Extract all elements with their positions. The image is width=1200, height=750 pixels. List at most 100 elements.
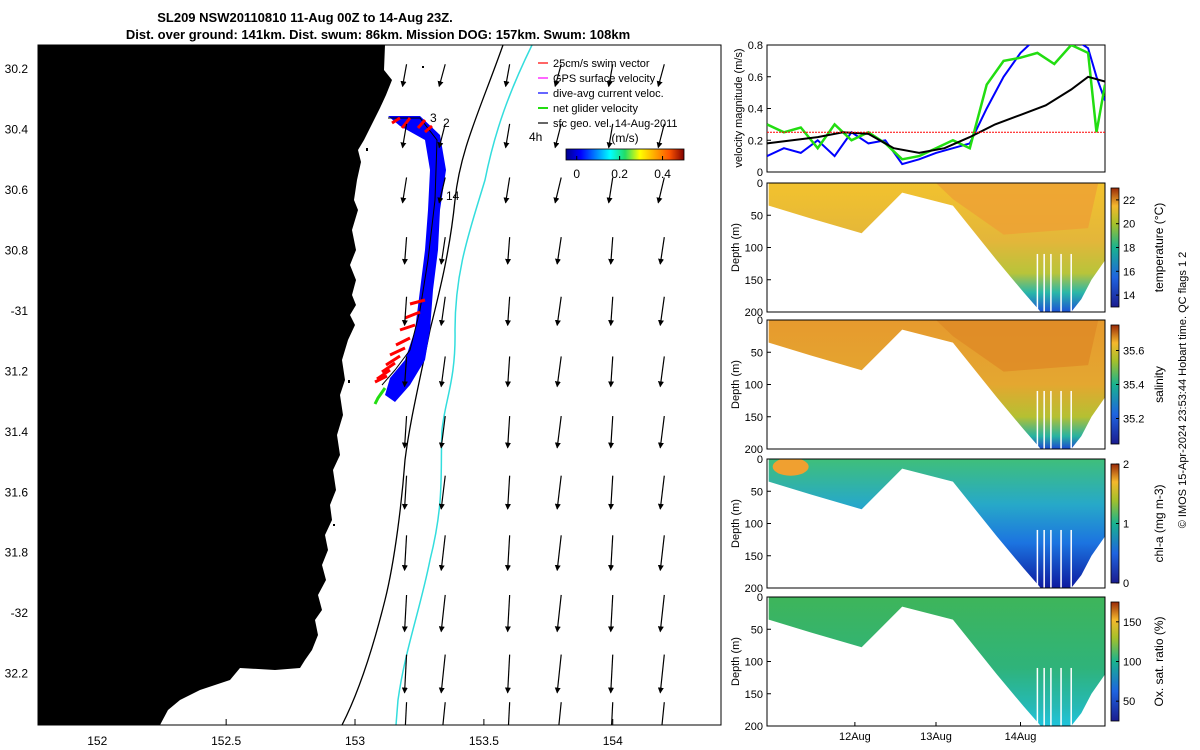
current-vector-arrow <box>504 356 511 388</box>
current-vector-arrow <box>608 475 615 510</box>
map-panel: 3 2 4h 14 25cm/s swim vector GPS surface… <box>5 44 722 748</box>
section-ytick-label: 100 <box>745 243 763 255</box>
current-vector-arrow <box>554 296 562 327</box>
section-chl-a: 0 50 100 150 200 Depth (m) 2 1 0 chl-a (mg m-3) <box>730 454 1166 595</box>
glider-track-swath <box>385 116 446 402</box>
map-xtick-label: 154 <box>603 734 623 748</box>
current-vector-arrow <box>657 475 665 510</box>
section-colorbar-label: temperature (°C) <box>1152 203 1166 293</box>
current-vector-arrow <box>656 177 665 204</box>
legend-label-gps: GPS surface velocity <box>553 73 656 85</box>
land-mass <box>38 45 392 725</box>
current-vector-arrow <box>437 64 446 88</box>
current-vector-arrow <box>657 415 665 449</box>
current-vector-arrow <box>507 702 511 725</box>
current-vector-arrow <box>554 594 562 633</box>
velocity-ytick-label: 0.6 <box>748 72 763 84</box>
section-chl-maximum <box>772 459 809 476</box>
section-colorbar-tick-label: 35.4 <box>1123 380 1144 392</box>
current-vector-arrow <box>438 475 446 510</box>
current-vector-arrow <box>554 475 562 510</box>
section-xtick-label: 12Aug <box>839 731 871 743</box>
current-vector-arrow <box>558 702 562 725</box>
current-vector-arrow <box>658 237 665 265</box>
current-vector-arrow <box>553 177 562 204</box>
section-colorbar-tick-label: 35.2 <box>1123 414 1144 426</box>
section-colorbar-tick-label: 1 <box>1123 519 1129 531</box>
current-vector-arrow <box>504 416 511 449</box>
current-vector-arrow <box>401 296 408 327</box>
current-vector-arrow <box>504 475 511 510</box>
section-colorbar-tick-label: 20 <box>1123 219 1135 231</box>
velocity-ytick-label: 0.4 <box>748 104 763 116</box>
velocity-series-sfc-geo-vel- <box>767 75 1105 154</box>
section-ytick-label: 50 <box>751 486 763 498</box>
current-vector-arrow <box>553 64 562 88</box>
section-ytick-label: 150 <box>745 412 763 424</box>
section-colorbar-tick-label: 150 <box>1123 617 1141 629</box>
current-vector-arrow <box>503 177 511 204</box>
section-colorbar-tick-label: 50 <box>1123 696 1135 708</box>
current-vector-arrow <box>503 64 511 88</box>
section-ylabel: Depth (m) <box>730 499 742 548</box>
annotation-3: 3 <box>430 111 437 125</box>
current-vector-arrow <box>656 123 665 149</box>
section-colorbar-label: salinity <box>1152 366 1166 403</box>
speed-colorbar-tick-label: 0.2 <box>611 167 628 181</box>
velocity-axes-frame <box>766 44 1106 173</box>
current-vector-arrow <box>657 594 665 633</box>
section-warm-core <box>936 183 1099 235</box>
current-vector-arrow <box>438 415 446 449</box>
current-vector-arrow <box>554 654 562 694</box>
current-vector-arrow <box>606 177 614 204</box>
map-ytick-label: 31.4 <box>5 425 29 439</box>
section-ytick-label: 0 <box>757 454 763 466</box>
speed-colorbar: (m/s) 0 0.2 0.4 <box>565 131 685 181</box>
current-vector-arrow <box>656 64 665 88</box>
section-ytick-label: 150 <box>745 275 763 287</box>
current-vector-arrow <box>401 237 408 265</box>
section-ytick-label: 0 <box>757 315 763 327</box>
map-xtick-label: 153 <box>345 734 365 748</box>
current-vector-arrow <box>658 296 665 327</box>
current-vector-arrow <box>438 356 446 388</box>
map-ytick-label: 31.6 <box>5 485 29 499</box>
current-vector-arrow <box>608 356 615 388</box>
section-data-field <box>768 459 1105 588</box>
current-vector-arrow <box>401 654 408 694</box>
section-ytick-label: 100 <box>745 657 763 669</box>
current-vector-arrow <box>657 356 665 388</box>
current-vector-arrow <box>657 654 665 694</box>
speed-colorbar-tick-label: 0 <box>573 167 580 181</box>
section-colorbar-label: Ox. sat. ratio (%) <box>1152 616 1166 706</box>
current-vector-arrow <box>438 296 446 327</box>
current-vector-arrow <box>554 535 562 572</box>
section-colorbar-tick-label: 22 <box>1123 195 1135 207</box>
section-salinity: 0 50 100 150 200 Depth (m) 35.6 35.4 35.2 salinit… <box>730 315 1166 456</box>
section-warm-core <box>936 320 1099 372</box>
velocity-ylabel: velocity magnitude (m/s) <box>733 48 745 167</box>
section-ytick-label: 100 <box>745 380 763 392</box>
section-ylabel: Depth (m) <box>730 223 742 272</box>
current-vector-arrow <box>554 415 562 449</box>
section-colorbar-tick-label: 35.6 <box>1123 346 1144 358</box>
current-vector-arrow <box>401 594 408 633</box>
section-ytick-label: 200 <box>745 444 763 456</box>
isobaths-label: isobaths: 0 200 1000m <box>48 692 169 706</box>
current-vector-arrow <box>608 296 615 327</box>
section-xtick-label: 14Aug <box>1005 731 1037 743</box>
section-colorbar-tick-label: 0 <box>1123 578 1129 590</box>
title-line-1: SL209 NSW20110810 11-Aug 00Z to 14-Aug 2… <box>157 10 453 25</box>
current-vector-arrow <box>504 594 511 633</box>
map-y-ticks: 30.2 30.4 30.6 30.8 -31 31.2 31.4 31.6 31.8 -32 32… <box>5 62 44 681</box>
map-ytick-label: 31.2 <box>5 364 29 378</box>
section-ytick-label: 50 <box>751 210 763 222</box>
map-xtick-label: 152.5 <box>211 734 241 748</box>
legend-label-net: net glider velocity <box>553 103 638 115</box>
section-ytick-label: 200 <box>745 583 763 595</box>
section-colorbar-tick-label: 100 <box>1123 657 1141 669</box>
section-ytick-label: 150 <box>745 551 763 563</box>
section-ytick-label: 0 <box>757 178 763 190</box>
